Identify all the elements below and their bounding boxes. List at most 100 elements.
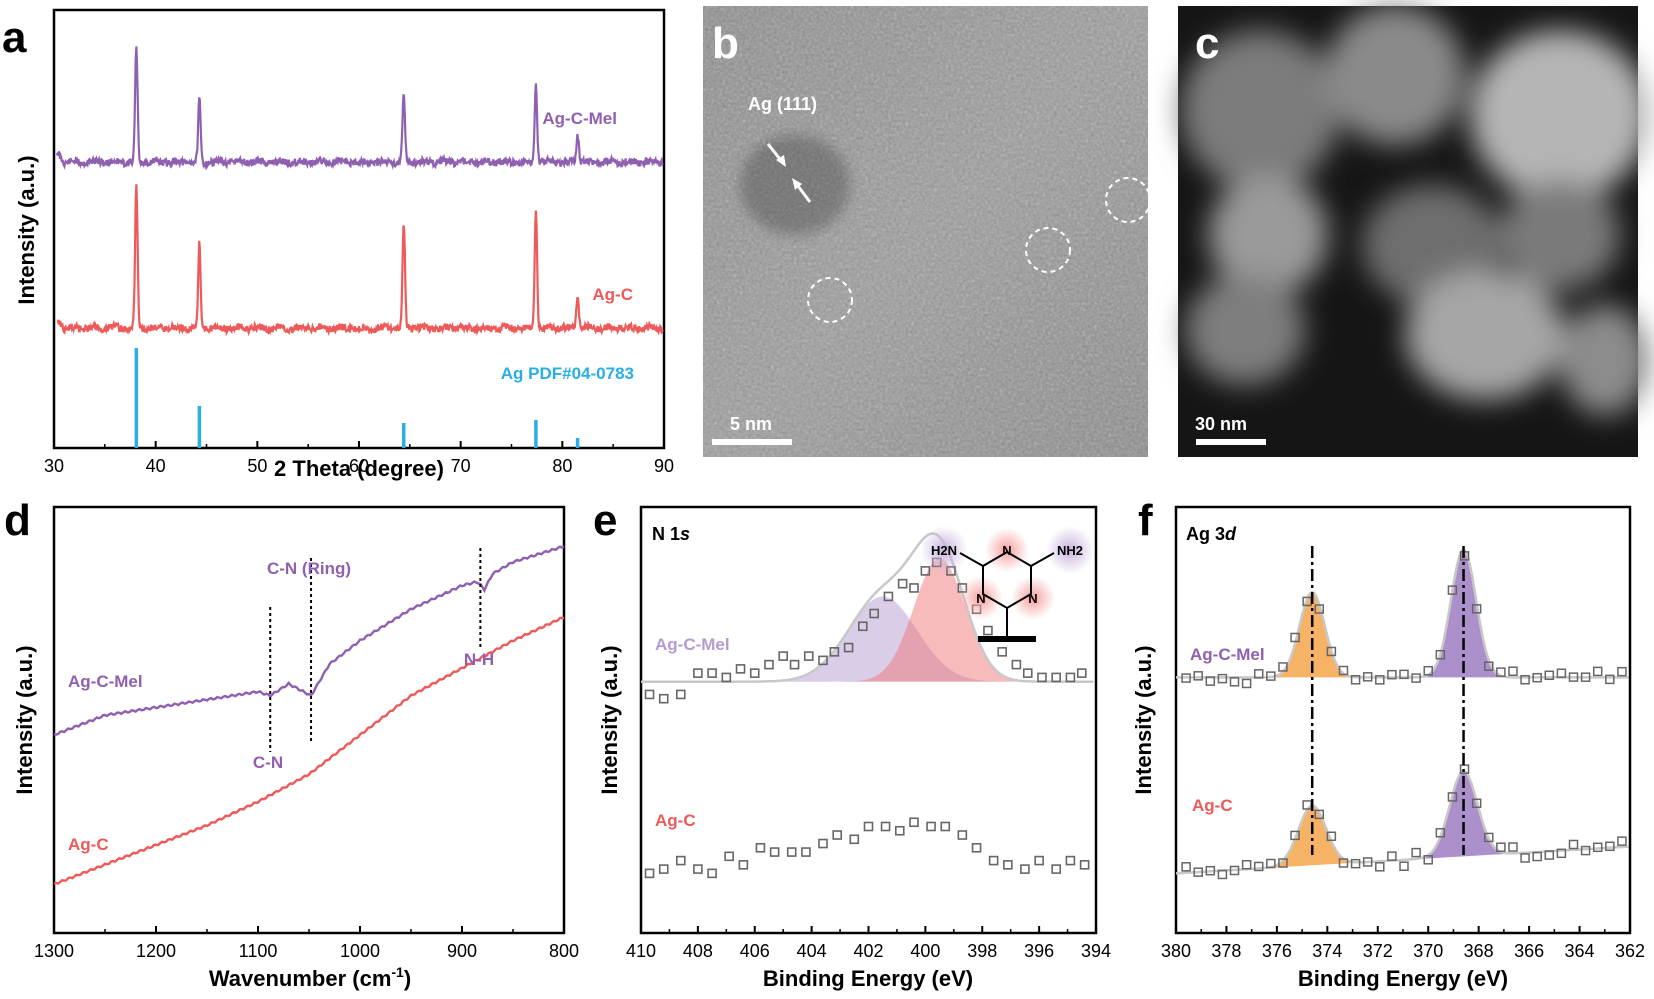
x-tick-label: 364 [1565, 941, 1595, 961]
data-point [1580, 672, 1591, 682]
data-point [1338, 858, 1349, 868]
x-axis-title: Wavenumber (cm-1) [209, 964, 411, 991]
data-point [693, 668, 703, 678]
data-point [909, 583, 919, 593]
y-axis-title: Intensity (a.u.) [1131, 645, 1156, 794]
x-axis-title: Binding Energy (eV) [763, 966, 973, 991]
x-tick-label: 90 [654, 456, 674, 476]
data-point [909, 817, 919, 828]
data-point [1290, 830, 1300, 841]
data-point [1076, 668, 1087, 678]
data-point [1617, 836, 1627, 846]
atom-label: H2N [931, 543, 957, 558]
surface-bar [978, 636, 1036, 642]
cluster-circle-1 [807, 277, 853, 323]
atom-label: N [1002, 543, 1011, 558]
y-axis-title: Intensity (a.u.) [597, 645, 622, 794]
panel-b-tem-image: b Ag (111) 5 nm [703, 6, 1151, 457]
series-label-ag-c: Ag-C [592, 285, 633, 304]
data-point [1217, 673, 1228, 684]
bond [1030, 552, 1055, 567]
data-point [1362, 672, 1373, 682]
data-point [1037, 672, 1047, 683]
x-tick-label: 400 [910, 941, 940, 961]
data-point [1508, 842, 1518, 852]
y-axis-title: Intensity (a.u.) [14, 155, 39, 304]
fit-envelope [641, 532, 1094, 683]
data-point [1520, 675, 1530, 685]
x-tick-label: 406 [740, 941, 770, 961]
data-point [1471, 604, 1482, 614]
data-point [1544, 850, 1555, 860]
x-tick-label: 80 [552, 456, 572, 476]
atom-label: N [1028, 591, 1037, 606]
data-point [1278, 662, 1288, 672]
series-label-ag-c-mel: Ag-C-Mel [68, 672, 143, 691]
data-point [786, 847, 797, 857]
data-point [801, 847, 811, 857]
data-point [1496, 842, 1506, 852]
data-point [1326, 646, 1337, 657]
data-point [1375, 675, 1385, 685]
fit-component [641, 596, 1096, 682]
bond [959, 552, 984, 567]
data-point [764, 659, 774, 670]
series-label-ag-c-mel: Ag-C-Mel [542, 109, 617, 128]
data-point [869, 608, 879, 619]
x-axis: 1300 1200 1100 1000 900 800 [34, 926, 579, 961]
scalebar-label-c: 30 nm [1195, 414, 1247, 434]
data-point [1399, 861, 1409, 871]
data-point [1387, 851, 1397, 861]
data-point [818, 838, 828, 849]
data-point [1217, 869, 1228, 880]
lattice-annotation: Ag (111) [748, 94, 817, 114]
data-point [1350, 858, 1361, 869]
x-axis: 30 40 50 60 70 80 90 [44, 441, 674, 476]
data-point [1065, 855, 1076, 866]
data-point [1484, 661, 1494, 671]
data-point [1605, 841, 1615, 852]
peak-fill [1256, 805, 1368, 869]
scalebar-b [712, 439, 792, 445]
panel-letter-f: f [1138, 496, 1153, 545]
panel-a-xrd-chart: a 30 40 50 60 70 80 90 2 Theta (degree) Intens… [2, 8, 674, 481]
data-point [658, 693, 669, 704]
x-tick-label: 366 [1514, 941, 1544, 961]
series-label-ag-c: Ag-C [68, 835, 109, 854]
atom-glow [920, 526, 968, 574]
data-point [829, 647, 840, 657]
data-point [1580, 845, 1591, 856]
data-point [721, 672, 732, 683]
data-point [1193, 671, 1203, 681]
data-point [971, 842, 982, 853]
data-point [1181, 673, 1191, 683]
reference-label: Ag PDF#04-0783 [501, 364, 634, 383]
data-point [1181, 862, 1191, 872]
data-point [1079, 860, 1090, 870]
atom-glow [959, 576, 1003, 620]
peak-fill [1408, 549, 1520, 678]
x-tick-label: 404 [797, 941, 827, 961]
data-point [1520, 853, 1530, 863]
data-point [1435, 649, 1446, 660]
series-line [53, 616, 565, 885]
data-point [1020, 864, 1030, 874]
data-point [1253, 669, 1264, 679]
data-point [735, 664, 746, 674]
data-point [940, 821, 951, 832]
x-tick-label: 1000 [340, 941, 380, 961]
data-point [1532, 851, 1542, 862]
series-line [56, 46, 664, 171]
series-label-ag-c: Ag-C [1192, 796, 1233, 815]
data-point [1229, 865, 1240, 876]
panel-letter-e: e [593, 496, 617, 545]
data-point [724, 851, 734, 862]
data-point [769, 847, 780, 857]
x-tick-label: 60 [349, 456, 369, 476]
annotation-c-n-ring: C-N (Ring) [267, 559, 351, 578]
data-point [997, 647, 1007, 657]
data-point [1266, 858, 1276, 869]
scalebar-label-b: 5 nm [730, 414, 772, 434]
data-point [1447, 585, 1458, 595]
panel-letter-c: c [1195, 19, 1219, 68]
